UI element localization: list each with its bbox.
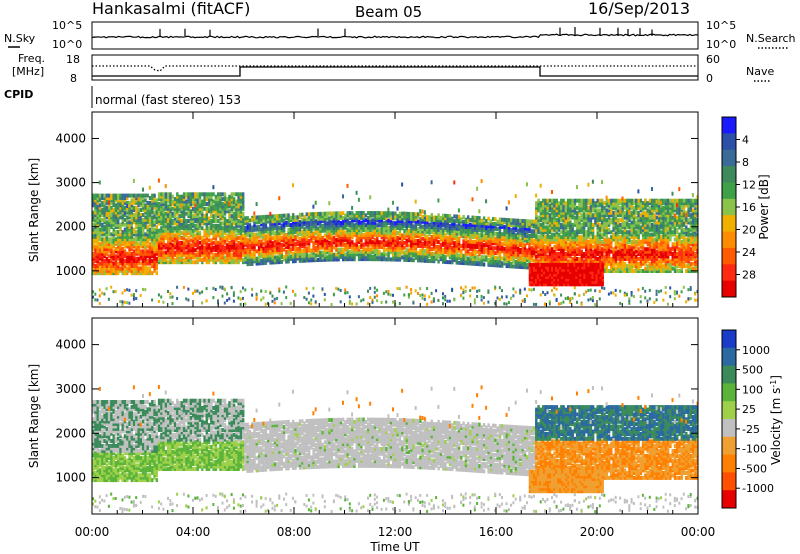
power-y-ticks: 1000 2000 3000 4000 [55, 131, 698, 278]
colorbar-tick-label: -1000 [742, 482, 774, 495]
n-search-tick-top: 10^5 [706, 19, 736, 32]
power-panel: 1000 2000 3000 4000 Slant Range [km] [27, 111, 699, 308]
x-tick-label: 04:00 [176, 525, 211, 539]
colorbar-tick-label: 12 [742, 179, 756, 192]
x-tick-label: 00:00 [75, 525, 110, 539]
power-colorbar: 28 24 20 16 12 8 4 Power [dB] [721, 116, 771, 298]
n-sky-label: N.Sky [4, 32, 36, 45]
n-sky-tick-top: 10^5 [52, 19, 82, 32]
freq-label-line2: [MHz] [12, 65, 44, 78]
x-tick-label: 12:00 [378, 525, 413, 539]
colorbar-tick-label: 500 [742, 364, 763, 377]
colorbar-tick-label: 16 [742, 201, 756, 214]
beam-title: Beam 05 [355, 3, 422, 21]
x-tick-label: 08:00 [277, 525, 312, 539]
y-tick-label: 1000 [55, 264, 86, 278]
colorbar-tick-label: 20 [742, 224, 756, 237]
nave-line [92, 65, 698, 72]
y-tick-label: 1000 [55, 471, 86, 485]
x-tick-label: 00:00 [681, 525, 716, 539]
y-tick-label: 2000 [55, 220, 86, 234]
x-axis-ticks: 00:00 04:00 08:00 12:00 16:00 20:00 00:00 [75, 112, 716, 539]
y-tick-label: 4000 [55, 338, 86, 352]
velocity-panel: 1000 2000 3000 4000 Slant Range [km] [27, 317, 699, 515]
freq-tick-bottom: 8 [70, 72, 77, 85]
cpid-mode: normal (fast stereo) 153 [95, 93, 241, 107]
x-tick-label: 16:00 [479, 525, 514, 539]
velocity-colorbar-label: Velocity [m s-1] [769, 375, 783, 465]
colorbar-tick-label: 24 [742, 246, 756, 259]
station-title: Hankasalmi (fitACF) [92, 0, 250, 18]
date-title: 16/Sep/2013 [588, 0, 690, 18]
noise-panel: N.Sky 10^5 10^0 10^5 10^0 N.Search [4, 19, 796, 51]
x-axis-label: Time UT [369, 540, 420, 554]
freq-line [92, 66, 698, 77]
n-sky-tick-bottom: 10^0 [52, 38, 82, 51]
y-tick-label: 3000 [55, 382, 86, 396]
x-tick-label: 20:00 [580, 525, 615, 539]
velocity-y-ticks: 1000 2000 3000 4000 [55, 338, 698, 485]
n-search-label: N.Search [746, 32, 796, 45]
power-heatmap [92, 178, 698, 307]
power-y-label: Slant Range [km] [27, 158, 41, 262]
cpid-label: CPID [4, 88, 33, 101]
noise-sky-line [91, 33, 699, 39]
colorbar-tick-label: 4 [742, 134, 749, 147]
colorbar-tick-label: 1000 [742, 344, 770, 357]
colorbar-tick-label: 25 [742, 403, 756, 416]
colorbar-tick-label: 8 [742, 156, 749, 169]
y-tick-label: 4000 [55, 131, 86, 145]
y-tick-label: 2000 [55, 426, 86, 440]
velocity-y-label: Slant Range [km] [27, 364, 41, 468]
freq-panel: Freq. [MHz] 18 8 60 0 Nave CPID normal (… [4, 52, 774, 108]
nave-label: Nave [746, 65, 774, 78]
y-tick-label: 3000 [55, 176, 86, 190]
nave-tick-top: 60 [706, 53, 720, 66]
n-search-tick-bottom: 10^0 [706, 38, 736, 51]
colorbar-tick-label: 100 [742, 383, 763, 396]
colorbar-tick-label: -25 [742, 423, 760, 436]
noise-spikes [159, 27, 653, 36]
freq-tick-top: 18 [66, 53, 80, 66]
velocity-colorbar: -1000 -500 -100 -25 25 100 500 1000 Velocity [m… [721, 329, 783, 509]
colorbar-tick-label: -500 [742, 462, 767, 475]
freq-label-line1: Freq. [18, 52, 45, 65]
velocity-heatmap [92, 385, 698, 514]
power-colorbar-label: Power [dB] [757, 174, 771, 239]
colorbar-tick-label: -100 [742, 443, 767, 456]
nave-tick-bottom: 0 [706, 72, 713, 85]
colorbar-tick-label: 28 [742, 269, 756, 282]
